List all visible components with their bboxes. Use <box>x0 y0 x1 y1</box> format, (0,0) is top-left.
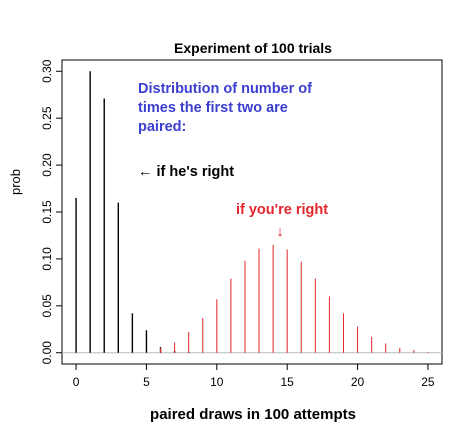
y-tick-label: 0.00 <box>40 341 54 365</box>
y-tick-label: 0.15 <box>40 200 54 224</box>
y-tick-label: 0.10 <box>40 247 54 271</box>
y-tick-label: 0.25 <box>40 106 54 130</box>
x-tick-label: 15 <box>281 375 295 389</box>
x-tick-label: 10 <box>210 375 224 389</box>
x-axis: 0 5 10 15 20 25 <box>73 364 435 389</box>
x-tick-label: 25 <box>421 375 435 389</box>
x-tick-label: 20 <box>351 375 365 389</box>
y-axis: 0.00 0.05 0.10 0.15 0.20 0.25 0.30 <box>40 59 62 364</box>
x-axis-label: paired draws in 100 attempts <box>150 406 356 423</box>
annotation-if-hes-right: ← if he's right <box>138 164 234 180</box>
annotation-blue-line-1: Distribution of number of <box>138 81 312 97</box>
y-axis-label: prob <box>8 169 23 195</box>
x-tick-label: 5 <box>143 375 150 389</box>
annotation-down-arrow: ↓ <box>276 224 283 240</box>
y-tick-label: 0.20 <box>40 153 54 177</box>
x-tick-label: 0 <box>73 375 80 389</box>
y-tick-label: 0.05 <box>40 294 54 318</box>
series-layer <box>75 71 429 353</box>
annotation-blue-line-2: times the first two are <box>138 100 288 116</box>
chart-title: Experiment of 100 trials <box>174 40 332 56</box>
annotation-if-youre-right: if you're right <box>236 202 328 218</box>
series-2 <box>160 244 429 353</box>
annotation-blue-line-3: paired: <box>138 119 186 135</box>
y-tick-label: 0.30 <box>40 59 54 83</box>
